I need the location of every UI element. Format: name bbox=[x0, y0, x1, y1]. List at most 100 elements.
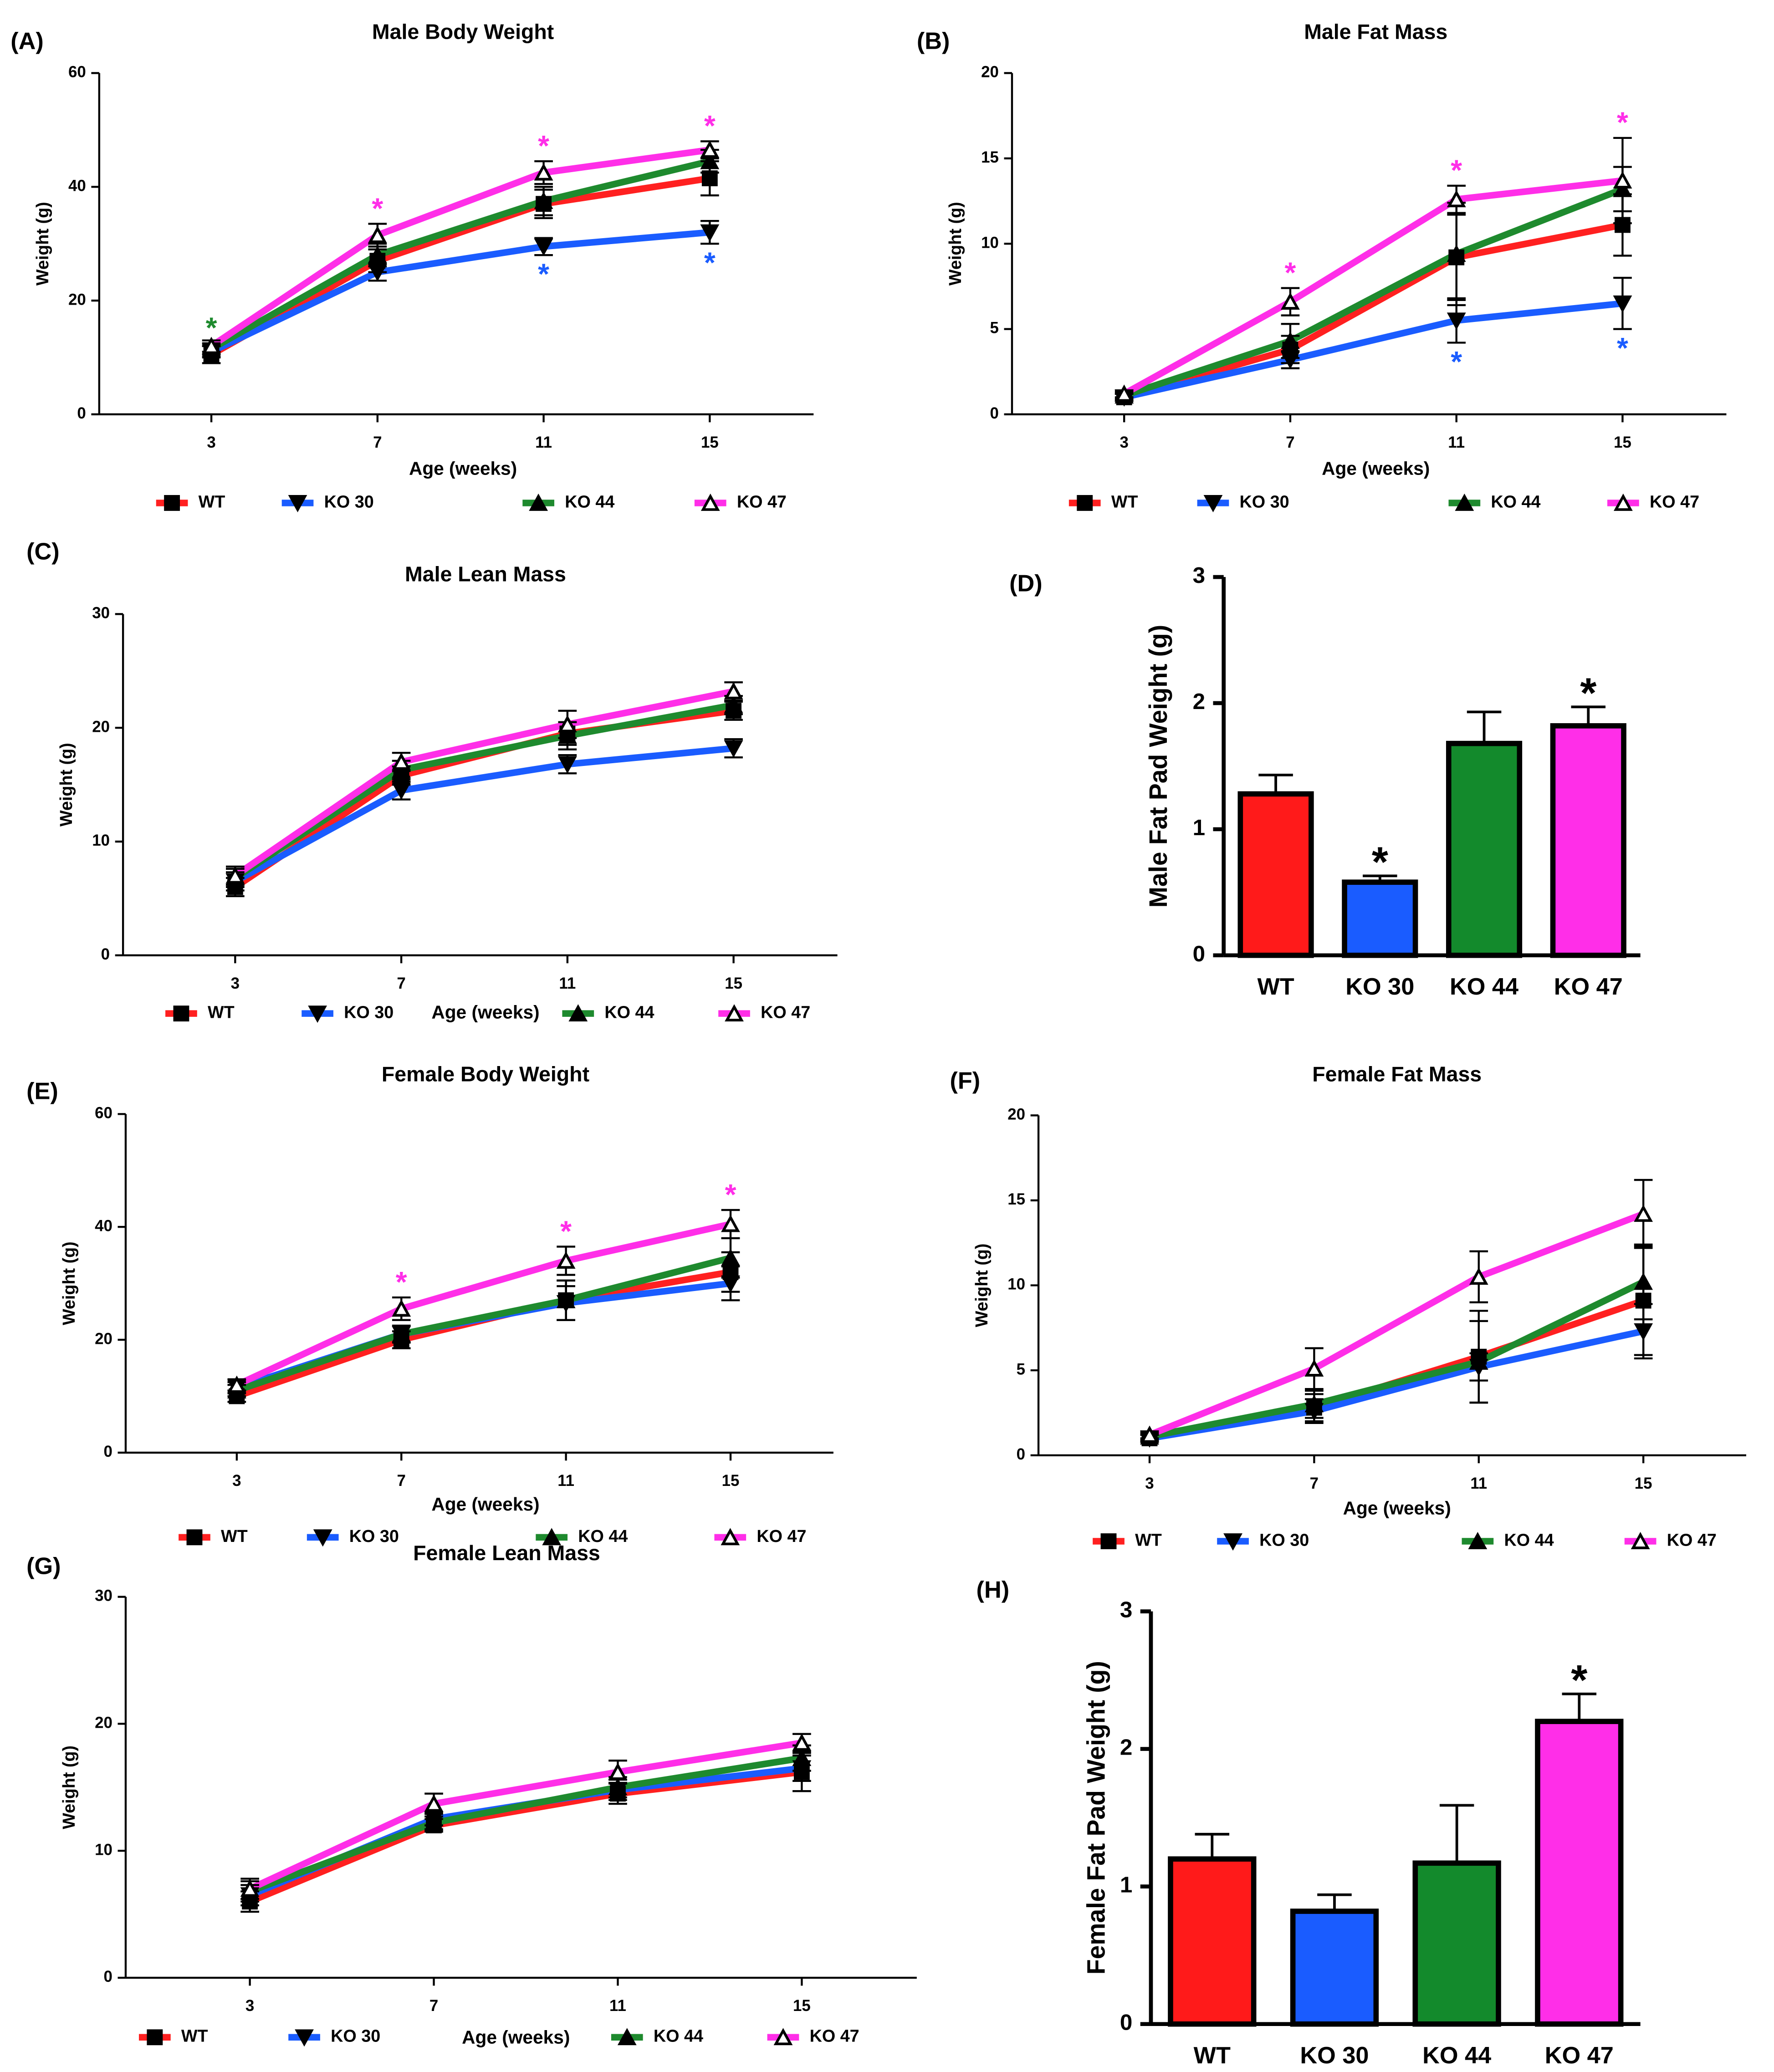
marker bbox=[534, 238, 553, 256]
x-tick-label: 15 bbox=[793, 1997, 811, 2015]
legend-label: KO 44 bbox=[604, 1003, 654, 1022]
marker bbox=[227, 1375, 246, 1393]
y-axis-label: Weight (g) bbox=[59, 1745, 78, 1829]
chart-title: Female Fat Mass bbox=[1312, 1062, 1482, 1086]
marker bbox=[557, 715, 577, 733]
y-tick-label: 0 bbox=[103, 1968, 112, 1985]
x-tick-label: 7 bbox=[1286, 434, 1294, 451]
x-tick-label: KO 47 bbox=[1554, 974, 1623, 1000]
series-line bbox=[1123, 186, 1624, 399]
y-tick-label: 0 bbox=[1120, 2010, 1132, 2035]
y-tick-label: 3 bbox=[1120, 1597, 1132, 1623]
legend-label: WT bbox=[181, 2026, 208, 2046]
series-line bbox=[235, 1220, 731, 1388]
marker bbox=[202, 337, 221, 354]
y-tick-label: 20 bbox=[68, 291, 86, 308]
y-tick-label: 5 bbox=[990, 319, 999, 337]
x-tick-label: 11 bbox=[535, 434, 552, 451]
marker bbox=[700, 152, 720, 169]
marker bbox=[424, 1794, 444, 1812]
marker bbox=[1281, 332, 1300, 349]
marker bbox=[225, 866, 245, 884]
x-tick-label: 11 bbox=[559, 975, 576, 992]
panel-label: (H) bbox=[976, 1577, 1010, 1603]
x-tick-label: 15 bbox=[725, 975, 742, 992]
legend-label: KO 47 bbox=[737, 492, 787, 511]
legend-label: KO 30 bbox=[1240, 492, 1289, 511]
x-tick-label: WT bbox=[1194, 2042, 1231, 2069]
series-line bbox=[1148, 1210, 1645, 1438]
bar bbox=[1535, 1719, 1624, 2027]
x-tick-label: 11 bbox=[1448, 434, 1465, 451]
marker bbox=[424, 1813, 444, 1831]
marker bbox=[240, 1879, 260, 1897]
x-tick-label: KO 47 bbox=[1545, 2042, 1614, 2069]
legend-marker bbox=[721, 1528, 740, 1546]
marker bbox=[1469, 1267, 1488, 1285]
x-tick-label: 3 bbox=[1145, 1475, 1154, 1492]
series-line bbox=[210, 146, 711, 349]
x-tick-label: 15 bbox=[1614, 434, 1631, 451]
marker bbox=[1634, 1323, 1653, 1341]
legend-label: KO 47 bbox=[761, 1003, 810, 1022]
marker bbox=[1634, 1272, 1653, 1290]
marker bbox=[556, 1251, 576, 1269]
y-tick-label: 30 bbox=[95, 1587, 112, 1605]
y-tick-label: 20 bbox=[981, 63, 999, 81]
y-tick-label: 3 bbox=[1193, 563, 1205, 588]
marker bbox=[392, 782, 411, 800]
significance-star: * bbox=[1571, 1656, 1588, 1704]
legend-label: KO 44 bbox=[1504, 1531, 1554, 1550]
marker bbox=[724, 682, 743, 699]
x-tick-label: WT bbox=[1257, 974, 1294, 1000]
marker bbox=[721, 1275, 740, 1293]
bar bbox=[1168, 1856, 1257, 2027]
significance-star: * bbox=[538, 258, 549, 291]
legend-marker bbox=[1455, 493, 1474, 511]
legend-marker bbox=[1077, 495, 1093, 511]
x-tick-label: 7 bbox=[429, 1997, 438, 2015]
legend-marker bbox=[173, 1005, 189, 1022]
y-tick-label: 15 bbox=[1007, 1190, 1025, 1208]
legend-marker bbox=[568, 1004, 588, 1022]
y-tick-label: 0 bbox=[1017, 1445, 1025, 1463]
marker bbox=[721, 1215, 740, 1232]
legend-marker bbox=[1468, 1531, 1488, 1549]
y-tick-label: 0 bbox=[101, 945, 110, 963]
legend-marker bbox=[147, 2029, 163, 2046]
marker bbox=[1613, 295, 1632, 313]
bar bbox=[1237, 791, 1314, 958]
x-tick-label: KO 44 bbox=[1450, 974, 1518, 1000]
significance-star: * bbox=[1451, 154, 1462, 187]
chart-title: Female Body Weight bbox=[382, 1062, 589, 1086]
marker bbox=[1281, 292, 1300, 310]
significance-star: * bbox=[1372, 838, 1389, 886]
marker bbox=[368, 225, 387, 243]
series-line bbox=[235, 1255, 731, 1394]
marker bbox=[392, 1325, 411, 1342]
y-tick-label: 0 bbox=[77, 404, 86, 422]
legend-label: KO 47 bbox=[1667, 1531, 1717, 1550]
chart-title: Male Fat Mass bbox=[1304, 20, 1447, 44]
marker bbox=[700, 224, 720, 242]
significance-star: * bbox=[725, 1178, 736, 1211]
marker bbox=[724, 740, 743, 758]
significance-star: * bbox=[704, 109, 716, 142]
x-tick-label: 15 bbox=[701, 434, 719, 451]
bar bbox=[1446, 740, 1523, 958]
x-tick-label: 11 bbox=[1470, 1475, 1487, 1492]
marker bbox=[1304, 1359, 1324, 1377]
marker bbox=[557, 756, 577, 774]
x-tick-label: 7 bbox=[373, 434, 382, 451]
panel-label: (F) bbox=[950, 1067, 980, 1094]
marker bbox=[1447, 245, 1466, 262]
x-tick-label: 11 bbox=[557, 1472, 574, 1490]
legend-marker bbox=[1203, 495, 1223, 513]
marker bbox=[1447, 312, 1466, 330]
marker bbox=[534, 163, 553, 181]
marker bbox=[1447, 190, 1466, 208]
marker bbox=[608, 1778, 628, 1796]
x-axis-label: Age (weeks) bbox=[1343, 1498, 1451, 1519]
